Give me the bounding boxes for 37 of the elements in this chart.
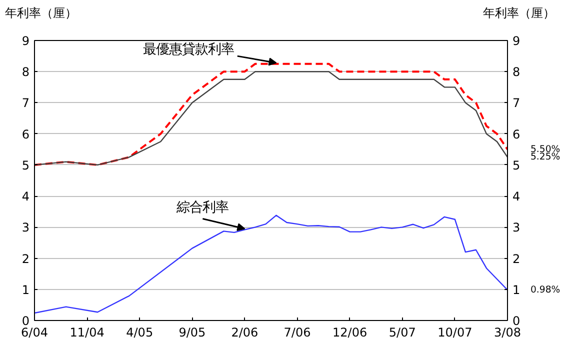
y-tick-label: 3 xyxy=(22,220,30,235)
x-tick-label: 10/07 xyxy=(438,326,472,340)
y-tick-label: 9 xyxy=(22,34,30,48)
y-tick-label: 2 xyxy=(22,252,30,266)
x-tick-label: 7/06 xyxy=(284,326,311,340)
y-tick-label: 4 xyxy=(22,190,30,204)
y2-tick-label: 4 xyxy=(512,190,520,204)
y2-tick-label: 9 xyxy=(512,34,520,48)
y-tick-label: 5 xyxy=(22,158,30,172)
y2-tick-label: 0 xyxy=(512,314,520,328)
x-tick-label: 4/05 xyxy=(126,326,154,340)
x-tick-label: 12/06 xyxy=(332,326,368,340)
x-tick-label: 9/05 xyxy=(178,326,206,340)
y-tick-label: 1 xyxy=(22,282,30,297)
y-axis-title: 年利率（厘） xyxy=(5,5,77,22)
y2-tick-label: 6 xyxy=(512,127,520,142)
x-tick-label: 2/06 xyxy=(231,326,258,340)
annotation: 5.25% xyxy=(530,152,560,163)
y2-tick-label: 2 xyxy=(512,252,520,266)
y-tick-label: 7 xyxy=(22,96,30,110)
y2-tick-label: 7 xyxy=(512,96,520,110)
y2-axis-title: 年利率（厘） xyxy=(483,5,555,22)
annotation: 綜合利率 xyxy=(176,200,229,216)
annotation: 0.98% xyxy=(530,284,560,296)
y-tick-label: 0 xyxy=(22,314,30,328)
y2-tick-label: 5 xyxy=(512,158,520,172)
x-tick-label: 3/08 xyxy=(494,326,521,340)
y-tick-label: 8 xyxy=(22,65,30,80)
annotation: 最優惠貸款利率 xyxy=(143,42,234,58)
line-series xyxy=(34,214,508,314)
y2-tick-label: 8 xyxy=(512,65,520,80)
y2-tick-label: 1 xyxy=(512,282,520,297)
y-tick-label: 6 xyxy=(22,127,30,142)
x-tick-label: 11/04 xyxy=(70,326,104,340)
x-tick-label: 6/04 xyxy=(21,326,48,340)
y2-tick-label: 3 xyxy=(512,220,520,235)
x-tick-label: 5/07 xyxy=(388,326,416,340)
